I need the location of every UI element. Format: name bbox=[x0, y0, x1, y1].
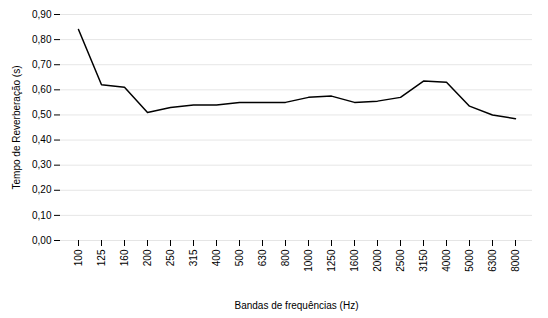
svg-text:1000: 1000 bbox=[303, 249, 314, 272]
svg-text:0,40: 0,40 bbox=[32, 134, 52, 145]
svg-text:315: 315 bbox=[188, 249, 199, 266]
svg-text:630: 630 bbox=[257, 249, 268, 266]
svg-text:2000: 2000 bbox=[372, 249, 383, 272]
svg-text:0,30: 0,30 bbox=[32, 159, 52, 170]
svg-text:500: 500 bbox=[234, 249, 245, 266]
svg-text:0,60: 0,60 bbox=[32, 84, 52, 95]
svg-text:250: 250 bbox=[165, 249, 176, 266]
svg-text:400: 400 bbox=[211, 249, 222, 266]
svg-text:125: 125 bbox=[96, 249, 107, 266]
svg-text:100: 100 bbox=[73, 249, 84, 266]
svg-text:160: 160 bbox=[119, 249, 130, 266]
svg-text:1600: 1600 bbox=[349, 249, 360, 272]
svg-text:200: 200 bbox=[142, 249, 153, 266]
svg-text:6300: 6300 bbox=[487, 249, 498, 272]
svg-text:Bandas de frequências (Hz): Bandas de frequências (Hz) bbox=[235, 300, 359, 311]
svg-text:Tempo de Reverberação (s): Tempo de Reverberação (s) bbox=[11, 66, 22, 190]
svg-text:2500: 2500 bbox=[395, 249, 406, 272]
svg-text:800: 800 bbox=[280, 249, 291, 266]
svg-text:8000: 8000 bbox=[510, 249, 521, 272]
svg-text:0,90: 0,90 bbox=[32, 9, 52, 20]
svg-text:0,00: 0,00 bbox=[32, 235, 52, 246]
svg-text:0,50: 0,50 bbox=[32, 109, 52, 120]
svg-text:4000: 4000 bbox=[441, 249, 452, 272]
svg-text:3150: 3150 bbox=[418, 249, 429, 272]
svg-text:0,20: 0,20 bbox=[32, 184, 52, 195]
svg-text:0,80: 0,80 bbox=[32, 34, 52, 45]
svg-text:0,70: 0,70 bbox=[32, 59, 52, 70]
svg-text:5000: 5000 bbox=[464, 249, 475, 272]
svg-text:0,10: 0,10 bbox=[32, 210, 52, 221]
svg-text:1250: 1250 bbox=[326, 249, 337, 272]
